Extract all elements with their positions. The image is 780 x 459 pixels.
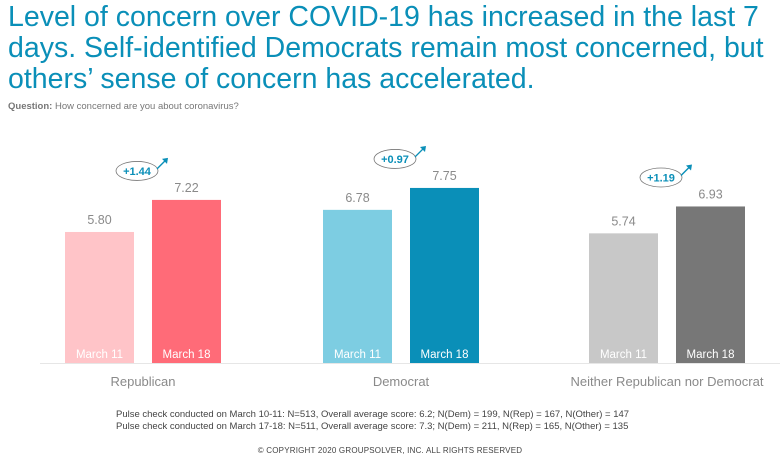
data-label: 5.74 bbox=[611, 214, 635, 228]
category-label: Democrat bbox=[373, 374, 430, 389]
change-bubble bbox=[373, 149, 417, 169]
series-label: March 18 bbox=[163, 349, 211, 361]
question: Question: How concerned are you about co… bbox=[8, 101, 239, 112]
data-label: 5.80 bbox=[87, 213, 111, 227]
change-bubble bbox=[639, 167, 683, 188]
data-label: 6.93 bbox=[698, 187, 722, 201]
footnote-2: Pulse check conducted on March 17-18: N=… bbox=[116, 421, 629, 432]
series-label: March 11 bbox=[600, 349, 647, 361]
bar-march-11 bbox=[589, 233, 658, 363]
series-label: March 11 bbox=[334, 349, 381, 361]
data-label: 7.22 bbox=[174, 181, 198, 195]
bar-march-11 bbox=[65, 231, 134, 363]
chart-title: Level of concern over COVID-19 has incre… bbox=[8, 1, 764, 95]
data-label: 7.75 bbox=[432, 169, 456, 183]
bar-chart: 5.80 March 11 7.22 March 18 Republican +1.44 6… bbox=[40, 145, 780, 389]
change-bubble bbox=[115, 161, 159, 181]
series-label: March 18 bbox=[687, 349, 735, 361]
category-label: Neither Republican nor Democrat bbox=[571, 374, 764, 389]
category-label: Republican bbox=[110, 374, 175, 389]
question-label: Question: bbox=[8, 101, 53, 112]
series-label: March 11 bbox=[76, 349, 123, 361]
change-label: +1.44 bbox=[123, 166, 152, 178]
bar-march-18 bbox=[152, 199, 221, 363]
bar-march-18 bbox=[676, 206, 745, 363]
bar-march-11 bbox=[323, 209, 392, 363]
question-text: How concerned are you about coronavirus? bbox=[54, 101, 239, 112]
bar-march-18 bbox=[410, 187, 479, 363]
change-label: +1.19 bbox=[647, 172, 675, 184]
arrowhead-icon bbox=[420, 145, 426, 152]
change-label: +0.97 bbox=[381, 154, 409, 166]
data-label: 6.78 bbox=[345, 191, 369, 205]
arrowhead-icon bbox=[686, 164, 692, 171]
copyright: © COPYRIGHT 2020 GROUPSOLVER, INC. ALL R… bbox=[257, 446, 523, 455]
footnote-1: Pulse check conducted on March 10-11: N=… bbox=[116, 409, 630, 420]
series-label: March 18 bbox=[421, 349, 469, 361]
arrowhead-icon bbox=[162, 157, 168, 164]
